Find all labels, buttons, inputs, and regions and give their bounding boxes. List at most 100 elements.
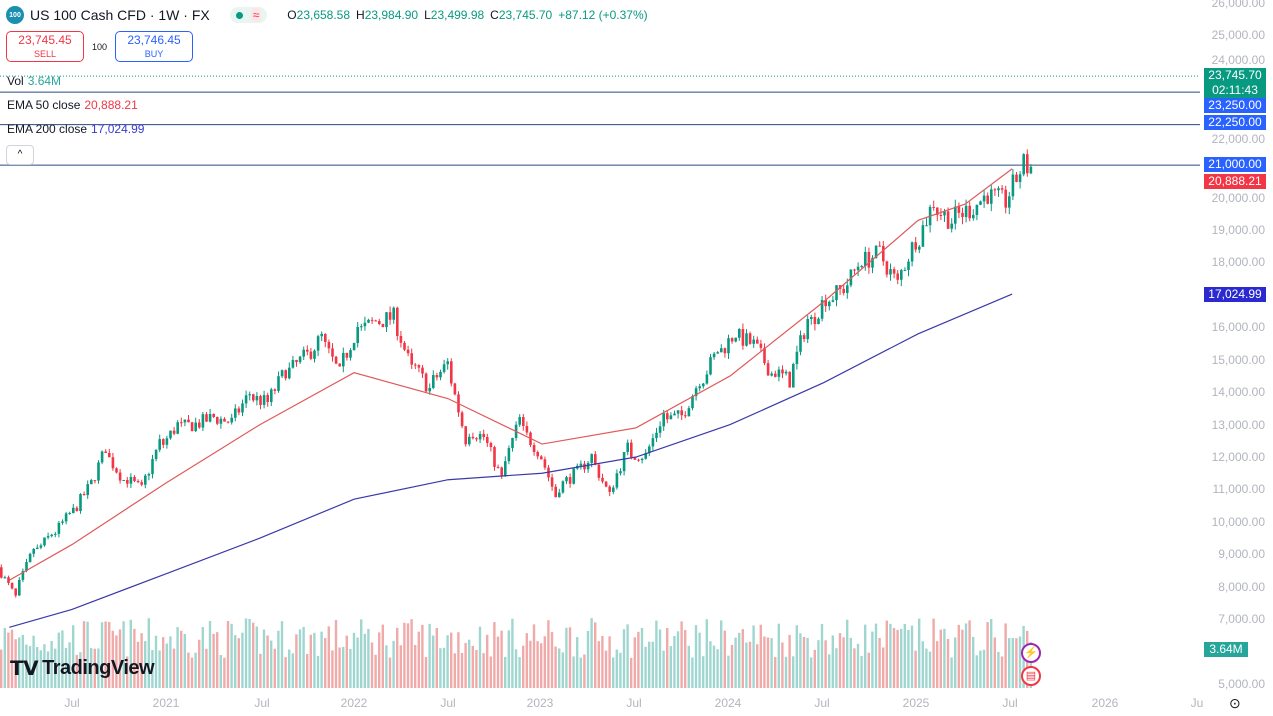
candle-body xyxy=(201,414,205,428)
volume-bar xyxy=(100,622,104,688)
symbol-header: 100 US 100 Cash CFD · 1W · FX ≈ O23,658.… xyxy=(6,6,648,24)
volume-bar xyxy=(633,637,636,688)
volume-bar xyxy=(774,657,777,688)
candle-body xyxy=(709,357,712,375)
candle-body xyxy=(572,468,575,484)
candle-body xyxy=(756,339,759,344)
candle-body xyxy=(691,396,694,409)
candle-body xyxy=(788,371,791,388)
time-tick: 2023 xyxy=(526,696,554,710)
candle-body xyxy=(345,352,349,358)
candle-body xyxy=(612,487,615,492)
time-tick: Jul xyxy=(254,696,270,710)
trade-panel: 23,745.45 SELL 100 23,746.45 BUY xyxy=(6,31,194,62)
volume-bar xyxy=(612,657,615,688)
ema200-legend[interactable]: EMA 200 close 17,024.99 xyxy=(7,122,145,136)
time-tick: 2021 xyxy=(152,696,180,710)
candle-body xyxy=(676,410,680,414)
volume-bar xyxy=(561,652,564,688)
price-tick: 18,000.00 xyxy=(1211,255,1265,270)
volume-bar xyxy=(1008,638,1011,688)
candle-body xyxy=(32,549,35,554)
volume-bar xyxy=(230,623,233,688)
candle-body xyxy=(990,189,993,204)
volume-bar xyxy=(878,637,881,688)
candle-body xyxy=(334,356,338,364)
volume-bar xyxy=(90,648,93,688)
candle-body xyxy=(1000,188,1004,190)
candle-body xyxy=(216,416,219,424)
volume-bar xyxy=(39,650,42,688)
candle-body xyxy=(82,494,86,496)
event-lightning-icon[interactable]: ⚡ xyxy=(1021,643,1041,663)
candle-body xyxy=(151,459,154,475)
candle-body xyxy=(158,439,161,450)
event-us-flag-icon[interactable]: ▤ xyxy=(1021,666,1041,686)
price-tick: 15,000.00 xyxy=(1211,352,1265,367)
volume-bar xyxy=(615,649,618,688)
volume-bar xyxy=(936,641,939,688)
volume-bar xyxy=(489,656,492,688)
volume-bar xyxy=(381,624,384,688)
candle-body xyxy=(723,348,727,354)
volume-bar xyxy=(608,636,611,688)
volume-bar xyxy=(424,657,428,688)
time-tick: 2026 xyxy=(1091,696,1119,710)
volume-bar xyxy=(295,634,298,688)
time-tick: Jul xyxy=(626,696,642,710)
volume-bar xyxy=(388,657,392,688)
volume-bar xyxy=(223,657,226,688)
volume-bar xyxy=(241,632,244,688)
candle-body xyxy=(306,349,309,352)
volume-bar xyxy=(187,652,190,688)
candle-body xyxy=(777,369,781,377)
settings-eye-icon[interactable]: ⊙ xyxy=(1229,695,1241,711)
candle-body xyxy=(748,333,752,344)
volume-bar xyxy=(705,619,708,688)
volume-bar xyxy=(3,627,6,688)
volume-bar xyxy=(957,624,960,688)
volume-bar xyxy=(885,620,888,688)
candle-body xyxy=(39,545,43,548)
candle-body xyxy=(208,413,212,422)
volume-bar xyxy=(212,633,215,688)
quantity[interactable]: 100 xyxy=(92,41,108,52)
volume-bar xyxy=(410,619,413,688)
candle-body xyxy=(856,266,860,271)
tradingview-logo[interactable]: 𝗧𝗩 TradingView xyxy=(10,657,155,680)
volume-bar xyxy=(493,622,496,688)
volume-bar xyxy=(968,620,971,688)
volume-bar xyxy=(360,619,363,688)
volume-legend[interactable]: Vol 3.64M xyxy=(7,74,62,88)
candle-body xyxy=(212,413,215,417)
volume-bar xyxy=(889,623,892,688)
volume-bar xyxy=(208,620,212,688)
ema50-legend[interactable]: EMA 50 close 20,888.21 xyxy=(7,98,138,112)
candle-body xyxy=(615,473,619,488)
volume-bar xyxy=(892,627,896,688)
volume-bar xyxy=(486,634,489,688)
candle-body xyxy=(651,438,655,447)
candle-body xyxy=(486,437,489,443)
candle-body xyxy=(324,333,327,342)
price-chart[interactable] xyxy=(0,0,1200,716)
candle-body xyxy=(223,418,226,422)
volume-bar xyxy=(140,633,143,688)
price-tick: 8,000.00 xyxy=(1218,579,1265,594)
candle-body xyxy=(471,436,475,439)
volume-bar xyxy=(853,648,856,688)
candle-body xyxy=(835,285,838,301)
volume-bar xyxy=(183,633,186,688)
status-pill[interactable]: ≈ xyxy=(229,7,268,23)
candle-body xyxy=(640,458,644,461)
volume-bar xyxy=(820,624,824,688)
symbol-title[interactable]: US 100 Cash CFD · 1W · FX xyxy=(30,7,210,23)
sell-button[interactable]: 23,745.45 SELL xyxy=(6,31,84,62)
volume-bar xyxy=(190,657,194,688)
volume-bar xyxy=(457,632,460,688)
buy-button[interactable]: 23,746.45 BUY xyxy=(115,31,194,62)
collapse-legend-button[interactable]: ^ xyxy=(6,145,34,165)
candle-body xyxy=(262,395,266,405)
volume-bar xyxy=(867,652,870,688)
volume-bar xyxy=(590,618,593,688)
